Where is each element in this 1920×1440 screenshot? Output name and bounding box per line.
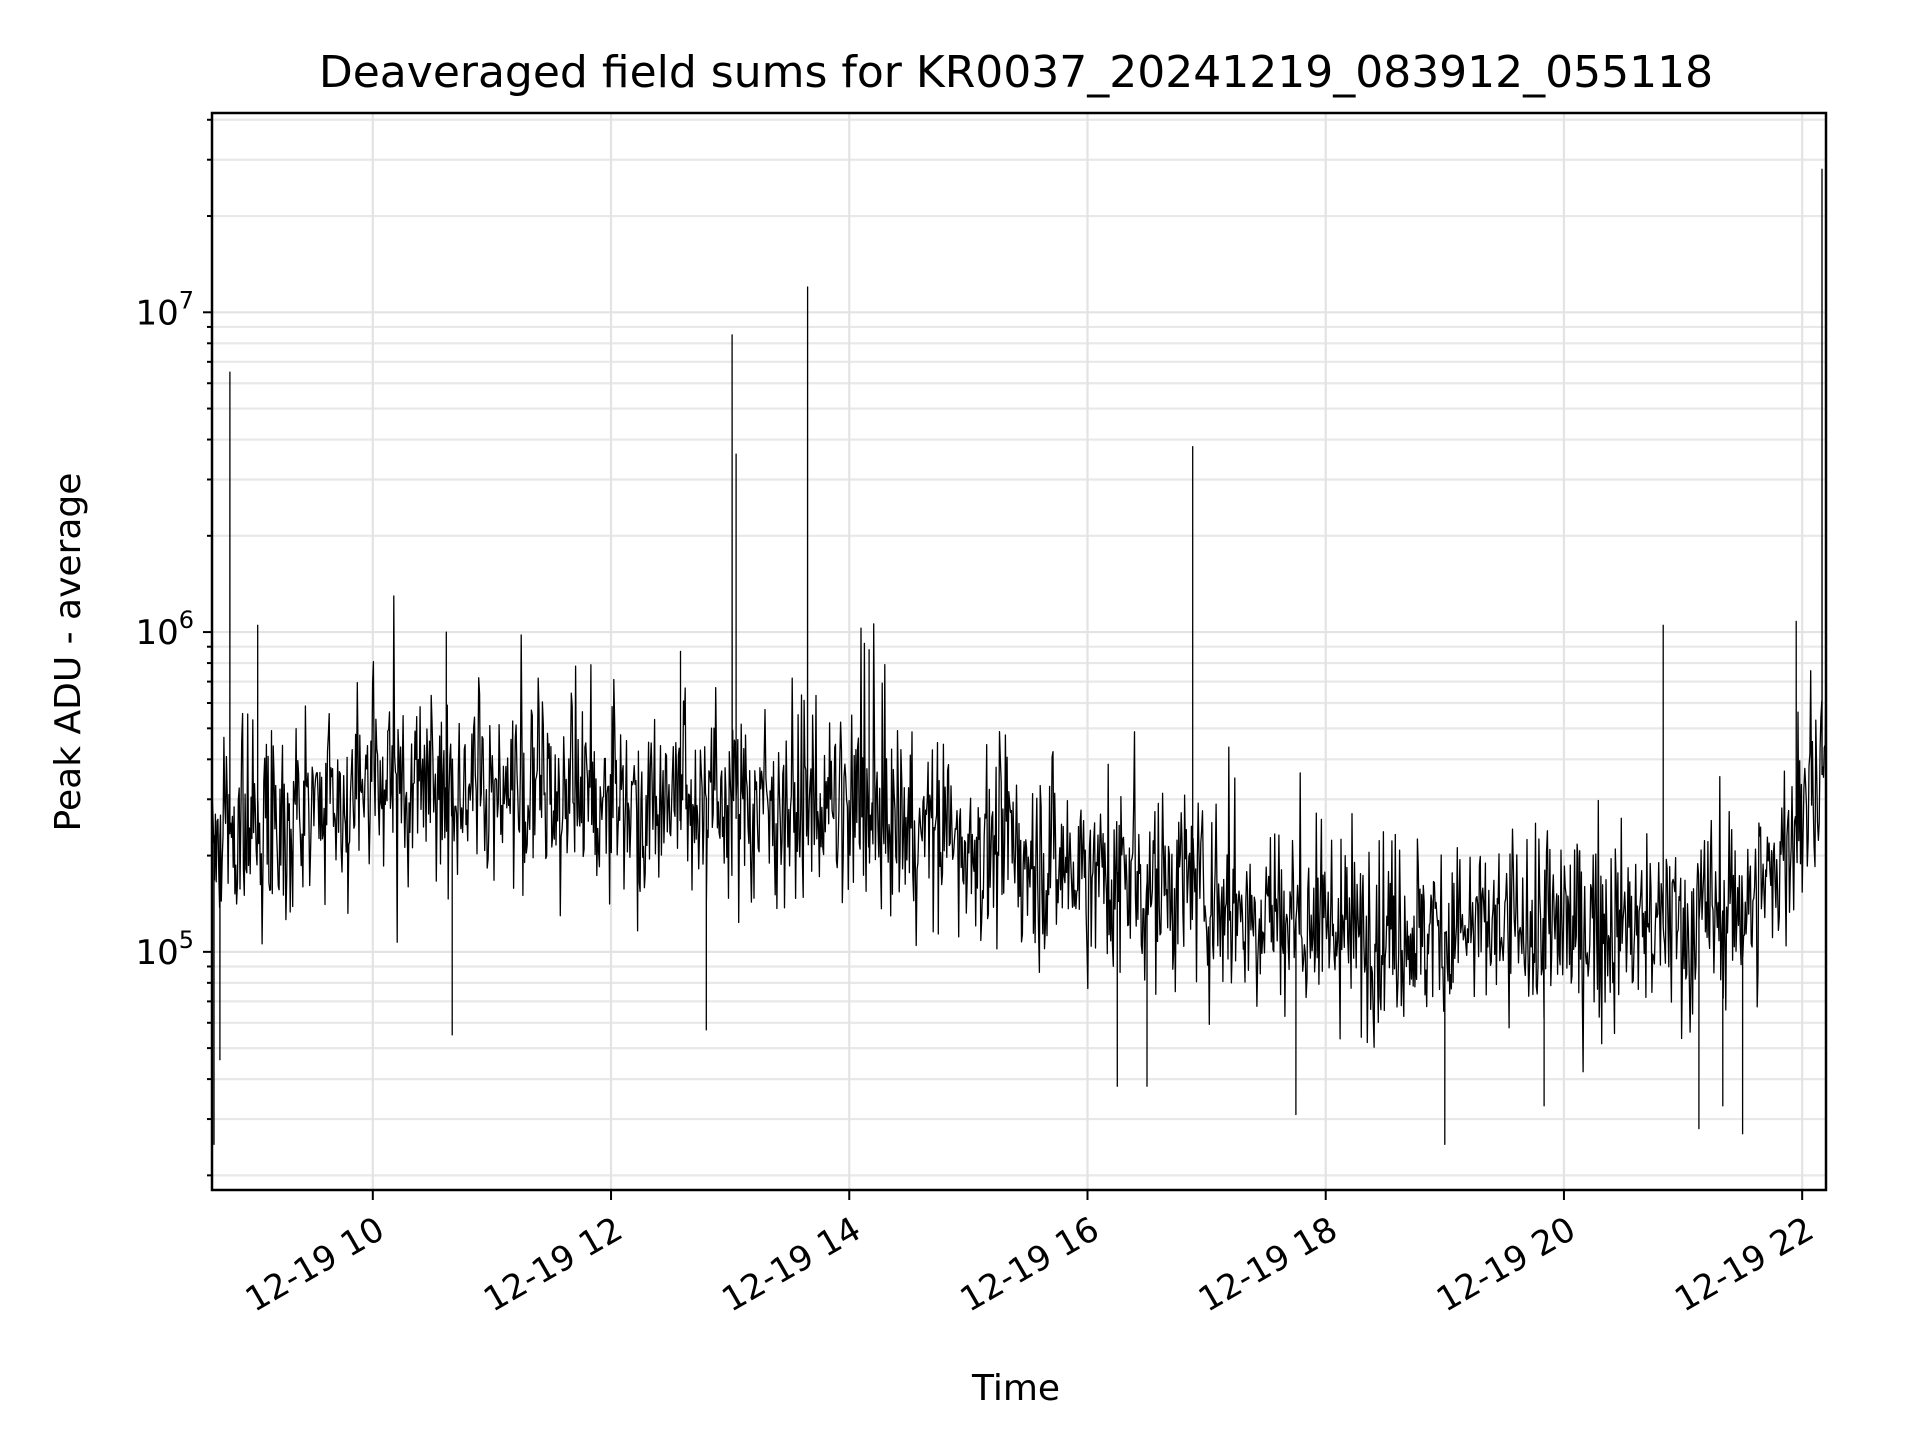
y-tick-label: 105 (135, 926, 194, 973)
y-axis-label: Peak ADU - average (48, 473, 89, 832)
x-axis-label: Time (971, 1368, 1060, 1409)
series (211, 168, 1827, 1146)
series-line (211, 168, 1827, 1146)
y-tick-label: 106 (135, 606, 194, 653)
y-tick-label: 107 (135, 286, 194, 333)
plot-frame (210, 111, 1828, 1192)
chart-title: Deaveraged field sums for KR0037_2024121… (319, 47, 1713, 98)
